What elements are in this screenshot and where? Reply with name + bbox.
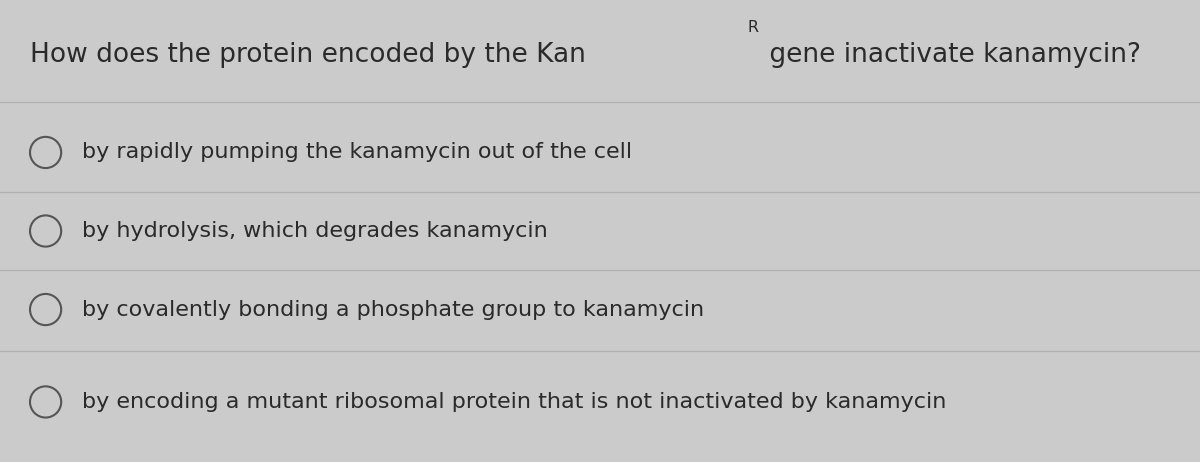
Text: by hydrolysis, which degrades kanamycin: by hydrolysis, which degrades kanamycin (82, 221, 547, 241)
Text: R: R (748, 20, 758, 35)
Text: by covalently bonding a phosphate group to kanamycin: by covalently bonding a phosphate group … (82, 299, 703, 320)
Text: How does the protein encoded by the Kan: How does the protein encoded by the Kan (30, 43, 586, 68)
Text: by rapidly pumping the kanamycin out of the cell: by rapidly pumping the kanamycin out of … (82, 142, 631, 163)
Text: by encoding a mutant ribosomal protein that is not inactivated by kanamycin: by encoding a mutant ribosomal protein t… (82, 392, 946, 412)
Text: gene inactivate kanamycin?: gene inactivate kanamycin? (762, 43, 1141, 68)
